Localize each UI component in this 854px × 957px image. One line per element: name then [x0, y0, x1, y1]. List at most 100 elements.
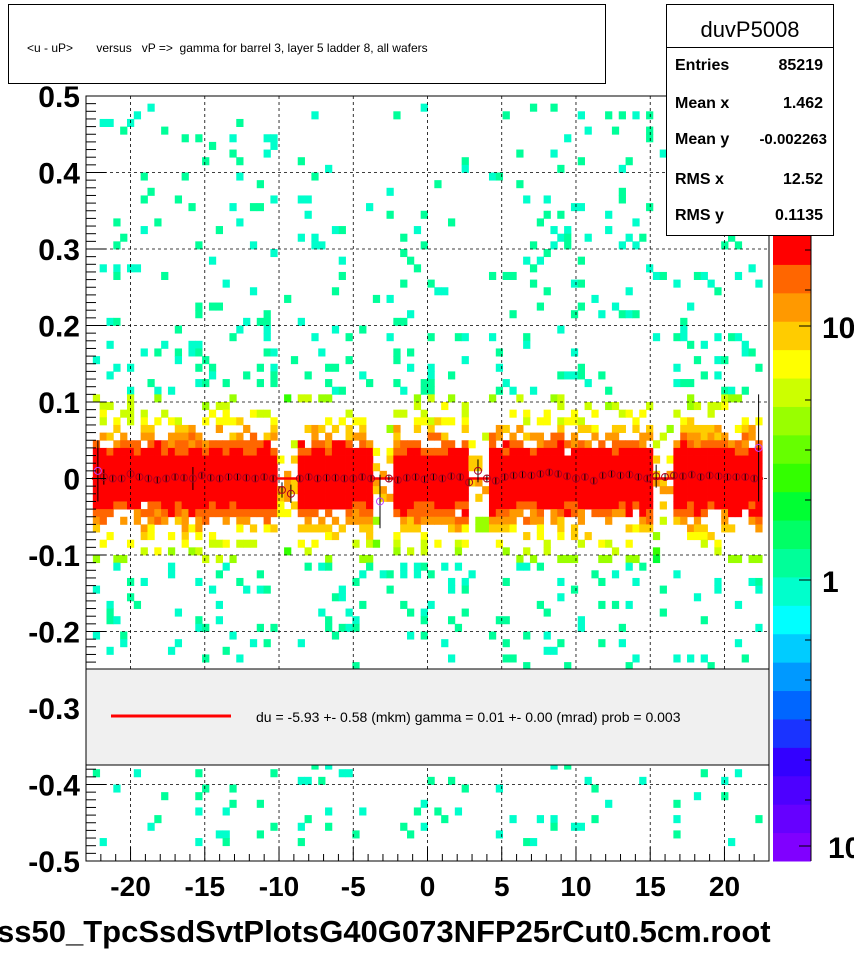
heatmap-cell	[99, 539, 107, 548]
heatmap-cell	[318, 501, 326, 510]
heatmap-cell	[550, 486, 558, 495]
heatmap-cell	[167, 417, 176, 426]
profile-point	[313, 474, 322, 483]
heatmap-cell	[338, 417, 346, 426]
heatmap-cell	[229, 799, 237, 808]
heatmap-cell	[161, 463, 169, 472]
heatmap-cell	[243, 463, 251, 472]
heatmap-cell	[564, 371, 572, 380]
heatmap-cell	[325, 455, 333, 464]
heatmap-cell	[263, 317, 271, 326]
y-tick-label: 0.2	[38, 311, 80, 344]
heatmap-cell	[680, 417, 688, 426]
heatmap-cell	[570, 203, 579, 212]
heatmap-cell	[208, 585, 217, 594]
profile-point	[242, 473, 251, 482]
heatmap-cell	[728, 386, 736, 395]
heatmap-cell	[345, 509, 353, 518]
heatmap-cell	[413, 470, 422, 479]
heatmap-cell	[215, 417, 223, 426]
x-tick-label: 5	[494, 871, 510, 902]
heatmap-cell	[325, 417, 333, 426]
heatmap-cell	[413, 501, 422, 510]
heatmap-cell	[208, 447, 217, 456]
heatmap-cell	[167, 501, 176, 510]
heatmap-cell	[748, 478, 756, 487]
heatmap-cell	[195, 440, 203, 449]
heatmap-cell	[345, 501, 353, 510]
heatmap-cell	[413, 509, 422, 518]
heatmap-cell	[331, 440, 340, 449]
heatmap-cell	[502, 478, 510, 487]
heatmap-cell	[256, 440, 264, 449]
heatmap-cell	[140, 486, 148, 495]
heatmap-cell	[700, 539, 708, 548]
heatmap-cell	[427, 379, 435, 388]
heatmap-cell	[195, 577, 203, 586]
heatmap-cell	[284, 470, 292, 479]
heatmap-cell	[195, 463, 203, 472]
heatmap-cell	[557, 639, 565, 648]
heatmap-cell	[147, 440, 155, 449]
heatmap-cell	[570, 440, 579, 449]
heatmap-cell	[441, 455, 449, 464]
heatmap-cell	[741, 455, 749, 464]
heatmap-cell	[557, 593, 565, 602]
heatmap-cell	[393, 432, 401, 441]
heatmap-cell	[461, 424, 469, 433]
heatmap-cell	[570, 310, 579, 319]
heatmap-cell	[618, 455, 626, 464]
heatmap-cell	[331, 386, 340, 395]
profile-point	[233, 472, 242, 481]
heatmap-cell	[509, 509, 517, 518]
heatmap-cell	[352, 539, 360, 548]
heatmap-cell	[454, 455, 463, 464]
heatmap-cell	[728, 509, 736, 518]
heatmap-cell	[625, 493, 633, 502]
heatmap-cell	[700, 769, 708, 778]
heatmap-cell	[639, 501, 647, 510]
heatmap-cell	[516, 463, 524, 472]
heatmap-cell	[741, 654, 749, 663]
heatmap-cell	[188, 432, 196, 441]
heatmap-cell	[154, 447, 162, 456]
heatmap-cell	[140, 493, 148, 502]
heatmap-cell	[516, 455, 524, 464]
heatmap-cell	[249, 455, 258, 464]
heatmap-cell	[338, 585, 346, 594]
heatmap-cell	[147, 187, 155, 196]
heatmap-cell	[577, 463, 585, 472]
heatmap-cell	[557, 447, 565, 456]
heatmap-cell	[120, 639, 128, 648]
heatmap-cell	[331, 532, 340, 541]
heatmap-cell	[461, 455, 469, 464]
heatmap-cell	[570, 478, 579, 487]
profile-point	[473, 466, 482, 475]
heatmap-cell	[700, 432, 708, 441]
heatmap-cell	[256, 570, 264, 579]
heatmap-cell	[598, 463, 606, 472]
heatmap-cell	[591, 432, 599, 441]
heatmap-cell	[400, 447, 408, 456]
heatmap-cell	[133, 509, 142, 518]
heatmap-cell	[447, 516, 456, 525]
heatmap-cell	[434, 516, 442, 525]
heatmap-cell	[174, 195, 183, 204]
heatmap-cell	[673, 478, 681, 487]
heatmap-cell	[215, 539, 223, 548]
heatmap-cell	[325, 478, 333, 487]
heatmap-cell	[502, 654, 510, 663]
profile-point	[277, 485, 286, 494]
heatmap-cell	[140, 226, 148, 235]
heatmap-cell	[693, 447, 702, 456]
profile-point	[696, 472, 705, 481]
heatmap-cell	[693, 455, 702, 464]
heatmap-cell	[673, 799, 681, 808]
heatmap-cell	[236, 501, 244, 510]
heatmap-cell	[120, 233, 128, 242]
heatmap-cell	[611, 402, 620, 411]
heatmap-cell	[509, 516, 517, 525]
stats-row-mean-y: Mean y -0.002263	[667, 131, 833, 155]
heatmap-cell	[133, 493, 142, 502]
